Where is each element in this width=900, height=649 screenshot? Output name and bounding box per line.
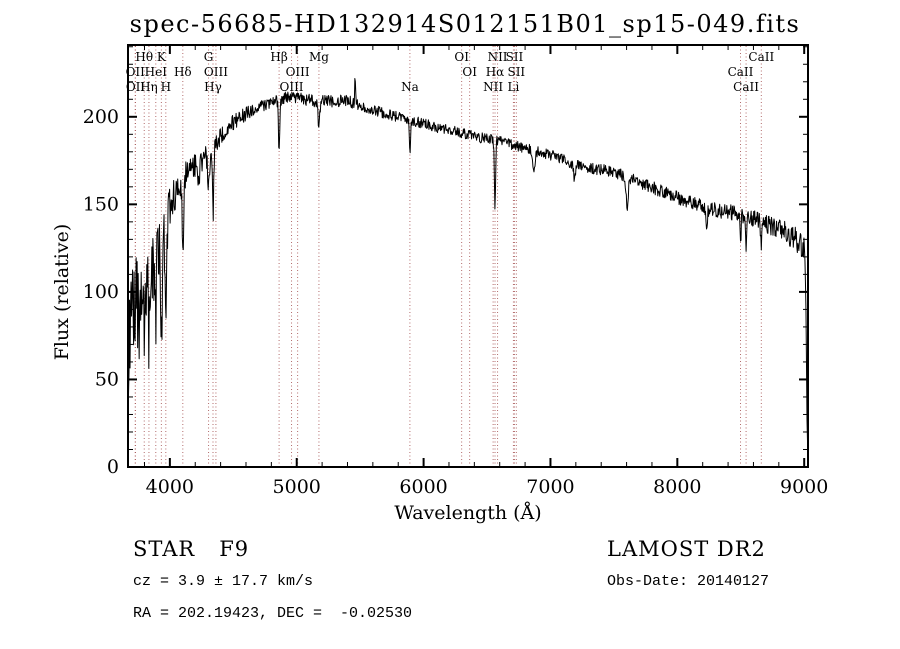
spectral-line-label: CaII [733, 80, 759, 94]
spectral-line-label: Hβ [270, 50, 287, 64]
spectral-line-label: NII [488, 50, 508, 64]
survey-label: LAMOST DR2 [607, 537, 766, 561]
spectrum-trace [128, 78, 808, 441]
spectral-line-label: CaII [728, 65, 754, 79]
spectral-line-label: NII [483, 80, 503, 94]
spectral-line-label: SII [506, 50, 524, 64]
x-tick-label: 4000 [146, 476, 194, 498]
spectral-line-label: Li [508, 80, 520, 94]
cz-value: cz = 3.9 ± 17.7 km/s [133, 573, 314, 590]
plot-frame [127, 44, 809, 468]
y-tick-label: 100 [83, 281, 119, 303]
spectral-line-label: G [204, 50, 214, 64]
x-tick-label: 6000 [399, 476, 447, 498]
spectral-line-label: Mg [309, 50, 329, 64]
x-tick-label: 7000 [526, 476, 574, 498]
x-axis-label: Wavelength (Å) [394, 502, 542, 524]
y-tick-label: 50 [95, 368, 119, 390]
spectral-line-label: OIII [286, 65, 310, 79]
spectral-line-label: Na [401, 80, 419, 94]
object-type-label: STAR [133, 537, 196, 561]
spectral-line-label: OIII [279, 80, 303, 94]
spectral-line-label: Hη [140, 80, 158, 94]
x-tick-label: 5000 [273, 476, 321, 498]
spectral-line-label: Hδ [174, 65, 192, 79]
obs-date: Obs-Date: 20140127 [607, 573, 770, 590]
spectral-line-label: Hγ [204, 80, 222, 94]
spectral-line-label: H [161, 80, 171, 94]
spectral-line-label: K [157, 50, 167, 64]
y-tick-label: 200 [83, 106, 119, 128]
y-tick-label: 0 [107, 456, 119, 478]
figure-title: spec-56685-HD132914S012151B01_sp15-049.f… [129, 10, 801, 38]
spectral-line-label: Hα [486, 65, 505, 79]
spectral-line-label: Hθ [135, 50, 153, 64]
spectral-line-label: OII [126, 65, 146, 79]
spectral-line-label: OI [454, 50, 469, 64]
x-tick-label: 9000 [780, 476, 828, 498]
spectral-line-label: OII [126, 80, 146, 94]
spectral-line-label: OIII [204, 65, 228, 79]
spectral-line-label: SII [507, 65, 525, 79]
spectral-line-label: CaII [748, 50, 774, 64]
spectral-line-label: OI [462, 65, 477, 79]
coordinates: RA = 202.19423, DEC = -0.02530 [133, 605, 413, 622]
object-type-line: STAR F9 [133, 537, 249, 561]
spectral-line-label: HeI [145, 65, 168, 79]
x-tick-label: 8000 [653, 476, 701, 498]
y-tick-label: 150 [83, 193, 119, 215]
subclass-label: F9 [219, 537, 250, 561]
